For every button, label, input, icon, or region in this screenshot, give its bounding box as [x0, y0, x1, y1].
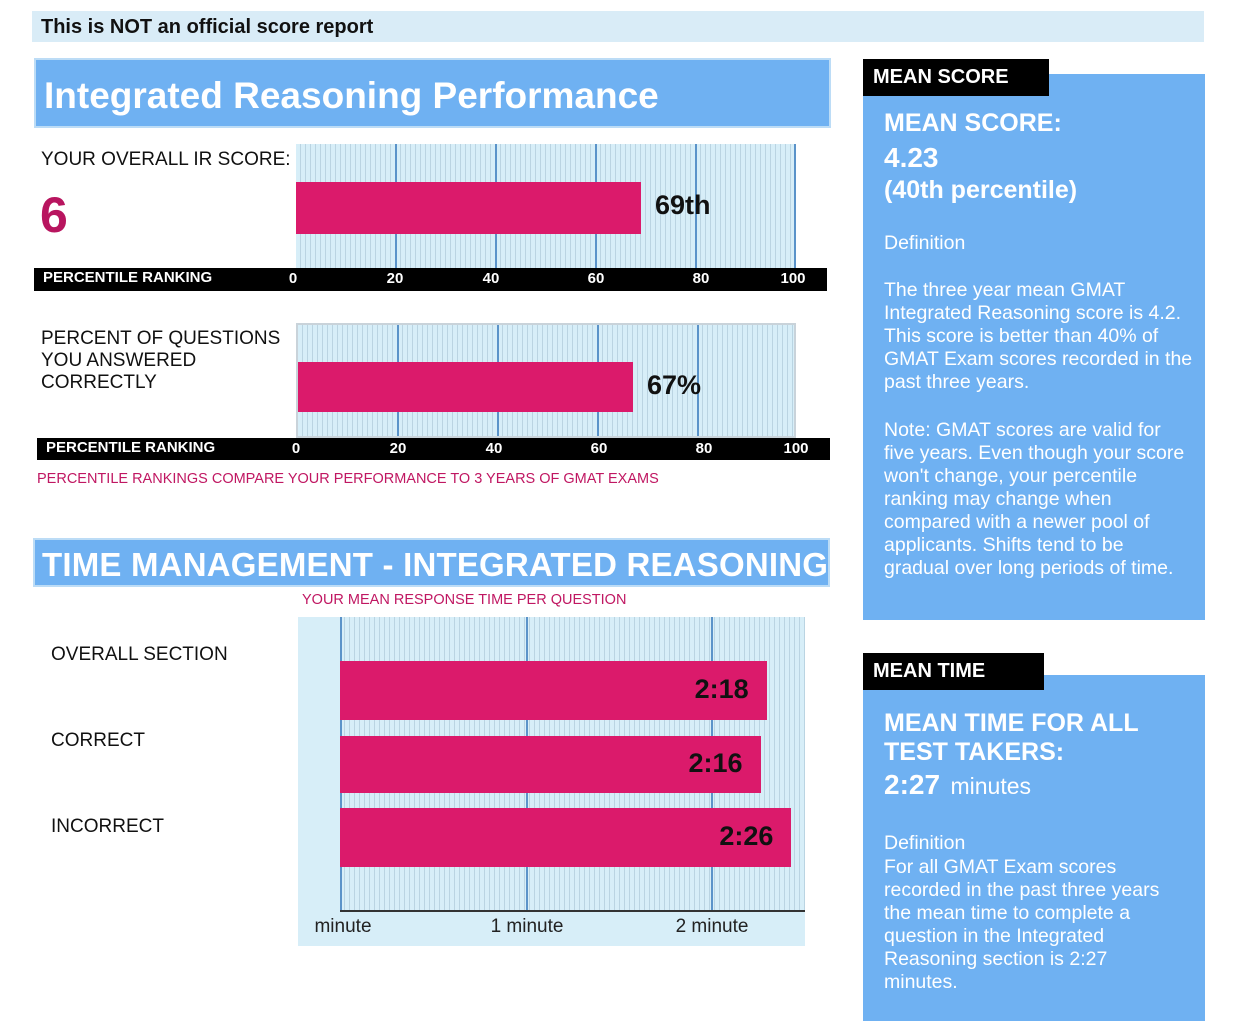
- tick-label: 80: [695, 440, 713, 457]
- ir-percentile-bar: [296, 182, 641, 234]
- gridline: [697, 325, 699, 436]
- time-management-banner: TIME MANAGEMENT - INTEGRATED REASONING: [33, 538, 830, 587]
- mean-time-unit: minutes: [950, 773, 1032, 799]
- time-bar-correct: [340, 736, 761, 793]
- row-label-incorrect: INCORRECT: [51, 816, 164, 837]
- time-data-label-overall: 2:18: [694, 674, 749, 704]
- response-time-chart: 2:18 2:16 2:26 minute 1 minute 2 minute: [298, 617, 805, 946]
- tick-label: 20: [386, 270, 404, 287]
- axis-title: PERCENTILE RANKING: [43, 269, 213, 286]
- time-management-title: TIME MANAGEMENT - INTEGRATED REASONING: [42, 546, 829, 583]
- time-data-label-correct: 2:16: [688, 748, 743, 778]
- time-data-label-incorrect: 2:26: [719, 821, 774, 851]
- x-axis-line: [340, 910, 805, 912]
- time-chart-subtitle: YOUR MEAN RESPONSE TIME PER QUESTION: [302, 592, 627, 608]
- axis-title: PERCENTILE RANKING: [46, 439, 216, 456]
- mean-time-heading: MEAN TIME FOR ALL TEST TAKERS:: [884, 709, 1139, 766]
- mean-time-definition: For all GMAT Exam scores recorded in the…: [884, 856, 1160, 993]
- gridline: [695, 144, 697, 268]
- questions-correct-label: PERCENT OF QUESTIONS YOU ANSWERED CORREC…: [41, 328, 280, 394]
- percent-correct-chart: 67%: [296, 323, 796, 438]
- mean-time-panel: MEAN TIME FOR ALL TEST TAKERS: 2:27 minu…: [863, 675, 1205, 1021]
- tick-label: 40: [485, 440, 503, 457]
- ir-percentile-axis: PERCENTILE RANKING 0 20 40 60 80 100: [34, 268, 827, 291]
- ir-percentile-data-label: 69th: [655, 190, 711, 220]
- mean-score-definition-label: Definition: [884, 232, 966, 254]
- mean-score-panel: MEAN SCORE: 4.23 (40th percentile) Defin…: [863, 74, 1205, 620]
- tick-label: 100: [780, 270, 806, 287]
- ir-score-label: YOUR OVERALL IR SCORE:: [41, 149, 291, 170]
- row-label-correct: CORRECT: [51, 730, 145, 751]
- tick-label: 100: [783, 440, 809, 457]
- mean-time-value-line: 2:27 minutes: [884, 770, 1031, 800]
- tick-label: 0: [288, 270, 298, 287]
- tick-label: 20: [389, 440, 407, 457]
- percentile-footnote: PERCENTILE RANKINGS COMPARE YOUR PERFORM…: [37, 471, 659, 487]
- tick-label: 60: [590, 440, 608, 457]
- mean-time-value: 2:27: [884, 769, 941, 800]
- notice-bar: This is NOT an official score report: [32, 11, 1204, 42]
- mean-score-heading: MEAN SCORE:: [884, 109, 1062, 137]
- mean-time-definition-label: Definition: [884, 832, 966, 854]
- mean-score-note: Note: GMAT scores are valid for five yea…: [884, 419, 1185, 579]
- ir-percentile-chart: 69th: [296, 144, 796, 268]
- questions-label-line: CORRECTLY: [41, 372, 157, 393]
- mean-score-value: 4.23: [884, 142, 939, 173]
- tick-label: 2 minute: [675, 916, 749, 937]
- mean-time-tab: MEAN TIME: [863, 653, 1044, 690]
- percent-correct-bar: [298, 362, 633, 412]
- percent-correct-data-label: 67%: [647, 370, 702, 400]
- tick-label: 0: [291, 440, 301, 457]
- ir-score-value: 6: [40, 187, 68, 243]
- questions-label-line: YOU ANSWERED: [41, 350, 197, 371]
- ir-performance-banner: Integrated Reasoning Performance: [34, 58, 831, 128]
- time-bar-incorrect: [340, 808, 792, 867]
- mean-score-tab: MEAN SCORE: [863, 59, 1049, 96]
- notice-text: This is NOT an official score report: [41, 16, 374, 38]
- row-label-overall: OVERALL SECTION: [51, 644, 228, 665]
- tick-label: minute: [314, 916, 372, 937]
- percent-correct-axis: PERCENTILE RANKING 0 20 40 60 80 100: [37, 438, 830, 460]
- gridline: [794, 144, 796, 268]
- tick-label: 1 minute: [490, 916, 564, 937]
- tick-label: 60: [587, 270, 605, 287]
- ir-performance-title: Integrated Reasoning Performance: [44, 75, 659, 116]
- tick-label: 80: [692, 270, 710, 287]
- mean-score-definition: The three year mean GMAT Integrated Reas…: [884, 279, 1193, 393]
- tick-label: 40: [482, 270, 500, 287]
- mean-score-percentile: (40th percentile): [884, 176, 1078, 204]
- time-bar-overall: [340, 661, 767, 720]
- questions-label-line: PERCENT OF QUESTIONS: [41, 328, 281, 349]
